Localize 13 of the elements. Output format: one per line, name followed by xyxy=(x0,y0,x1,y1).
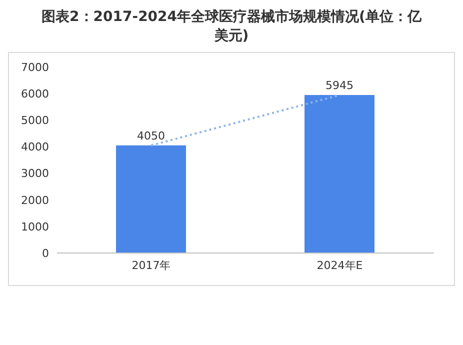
chart-title: 图表2：2017-2024年全球医疗器械市场规模情况(单位：亿美元) xyxy=(42,8,422,46)
y-tick-label: 4000 xyxy=(21,140,49,154)
x-tick-label: 2017年 xyxy=(132,258,171,272)
y-tick-label: 5000 xyxy=(21,114,49,128)
y-tick-label: 1000 xyxy=(21,220,49,234)
data-label: 4050 xyxy=(137,129,165,142)
y-tick-label: 7000 xyxy=(21,60,49,74)
x-tick-label: 2024年E xyxy=(316,258,363,272)
y-tick-label: 2000 xyxy=(21,194,49,207)
y-tick-label: 6000 xyxy=(21,87,49,100)
y-tick-label: 3000 xyxy=(21,167,49,180)
data-label: 5945 xyxy=(326,79,354,92)
y-tick-label: 0 xyxy=(42,246,49,260)
